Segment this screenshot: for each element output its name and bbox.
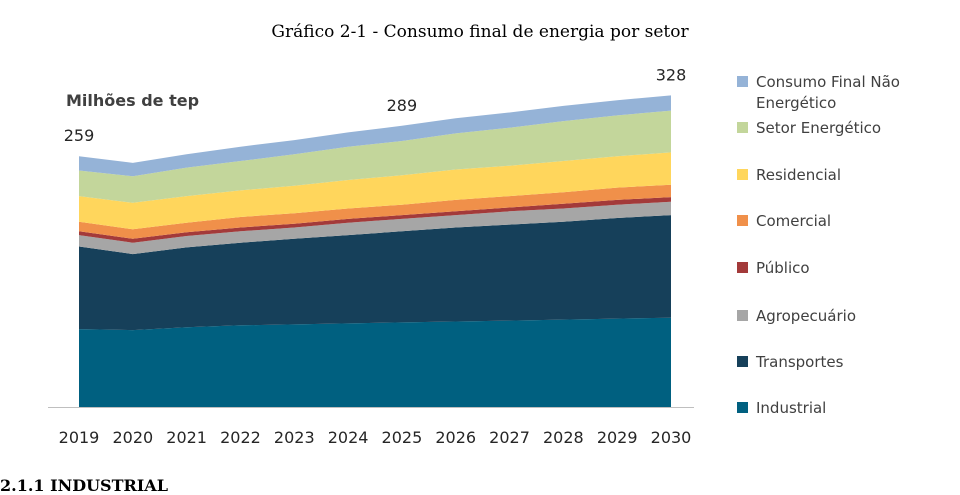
legend-label: Residencial xyxy=(756,166,841,184)
legend-label: Transportes xyxy=(755,353,844,371)
area-comercial xyxy=(79,184,671,239)
legend-swatch xyxy=(737,262,748,273)
legend: Consumo Final Não Energético Setor Energét… xyxy=(737,73,900,417)
annotation-2019: 259 xyxy=(64,126,95,145)
x-tick-2030: 2030 xyxy=(651,428,692,447)
x-tick-2026: 2026 xyxy=(435,428,476,447)
x-tick-2022: 2022 xyxy=(220,428,261,447)
unit-label: Milhões de tep xyxy=(66,91,199,110)
x-tick-2023: 2023 xyxy=(274,428,315,447)
x-tick-2021: 2021 xyxy=(166,428,207,447)
area-transportes xyxy=(79,215,671,331)
x-tick-2027: 2027 xyxy=(489,428,530,447)
legend-label: Consumo Final Não Energético xyxy=(756,73,900,112)
legend-swatch xyxy=(737,76,748,87)
annotation-2025: 289 xyxy=(387,96,418,115)
legend-label: Setor Energético xyxy=(756,119,881,137)
area-agropecu-rio xyxy=(79,201,671,255)
x-tick-2019: 2019 xyxy=(59,428,100,447)
chart-title: Gráfico 2-1 - Consumo final de energia p… xyxy=(271,22,689,42)
area-p-blico xyxy=(79,197,671,243)
legend-label: Agropecuário xyxy=(756,307,856,325)
legend-swatch xyxy=(737,310,748,321)
legend-label: Industrial xyxy=(756,399,826,417)
area-consumo-final-n-o-energ-tico xyxy=(79,95,671,177)
total-annotations: 259 289 328 xyxy=(64,65,687,145)
annotation-2030: 328 xyxy=(656,65,687,84)
legend-swatch xyxy=(737,356,748,367)
legend-label: Comercial xyxy=(756,212,831,230)
x-tick-2029: 2029 xyxy=(597,428,638,447)
area-setor-energ-tico xyxy=(79,110,671,203)
x-tick-2028: 2028 xyxy=(543,428,584,447)
x-tick-labels: 2019 2020 2021 2022 2023 2024 2025 2026 2027 2028… xyxy=(59,428,692,447)
legend-swatch xyxy=(737,215,748,226)
x-tick-2025: 2025 xyxy=(382,428,423,447)
legend-label: Público xyxy=(756,259,810,277)
legend-swatch xyxy=(737,169,748,180)
legend-swatch xyxy=(737,122,748,133)
area-industrial xyxy=(79,317,671,407)
legend-swatch xyxy=(737,402,748,413)
x-tick-2020: 2020 xyxy=(112,428,153,447)
x-tick-2024: 2024 xyxy=(328,428,369,447)
area-layers xyxy=(79,95,671,407)
area-residencial xyxy=(79,152,671,230)
